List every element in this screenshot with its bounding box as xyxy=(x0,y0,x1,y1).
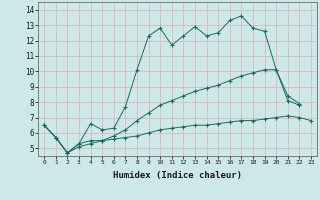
X-axis label: Humidex (Indice chaleur): Humidex (Indice chaleur) xyxy=(113,171,242,180)
